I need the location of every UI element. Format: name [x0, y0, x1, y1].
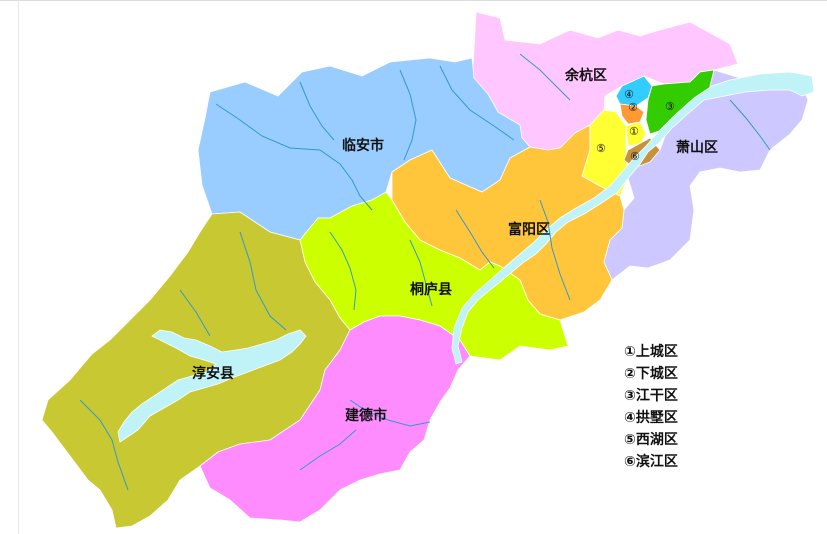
- label-linan: 临安市: [342, 137, 384, 154]
- river: [349, 399, 431, 427]
- river: [409, 239, 433, 307]
- legend-item: ②下城区: [624, 366, 678, 382]
- district-legend: ①上城区 ②下城区 ③江干区 ④拱墅区 ⑤西湖区 ⑥滨江区: [624, 341, 714, 473]
- top-border: [0, 0, 827, 1]
- river: [179, 289, 211, 337]
- legend-item: ①上城区: [624, 344, 678, 360]
- legend-item: ⑤西湖区: [624, 432, 678, 448]
- label-chunan: 淳安县: [192, 365, 234, 382]
- river: [299, 81, 335, 141]
- river: [439, 65, 515, 141]
- label-xiaoshan: 萧山区: [676, 139, 718, 156]
- river: [455, 209, 495, 269]
- legend-item: ⑥滨江区: [624, 454, 678, 470]
- label-fuyang: 富阳区: [508, 221, 550, 238]
- river: [539, 199, 571, 301]
- river: [239, 231, 287, 331]
- qiantang-river: [451, 71, 815, 365]
- marker-shangcheng: ①: [629, 125, 639, 138]
- river: [399, 69, 417, 161]
- label-tonglu: 桐庐县: [410, 281, 452, 298]
- region-chunan[interactable]: [41, 211, 351, 529]
- river: [329, 231, 357, 311]
- river: [299, 429, 357, 471]
- river: [519, 53, 571, 101]
- label-yuhang: 余杭区: [564, 67, 607, 84]
- river: [215, 103, 373, 211]
- district-shangcheng[interactable]: [625, 121, 647, 147]
- river: [79, 399, 129, 491]
- legend-item: ④拱墅区: [624, 410, 678, 426]
- district-gongshu[interactable]: [615, 75, 653, 107]
- river: [729, 99, 771, 151]
- legend-item: ③江干区: [624, 388, 678, 404]
- label-jiande: 建德市: [345, 407, 387, 424]
- marker-xiacheng: ②: [628, 101, 638, 114]
- region-jiande[interactable]: [199, 315, 471, 523]
- marker-gongshu: ④: [624, 88, 634, 101]
- qiandao-lake: [117, 329, 307, 443]
- marker-xihu: ⑤: [596, 142, 606, 155]
- left-border: [18, 0, 19, 534]
- rivers: [79, 53, 771, 491]
- marker-binjiang: ⑥: [630, 150, 640, 163]
- marker-jianggan: ③: [665, 100, 675, 113]
